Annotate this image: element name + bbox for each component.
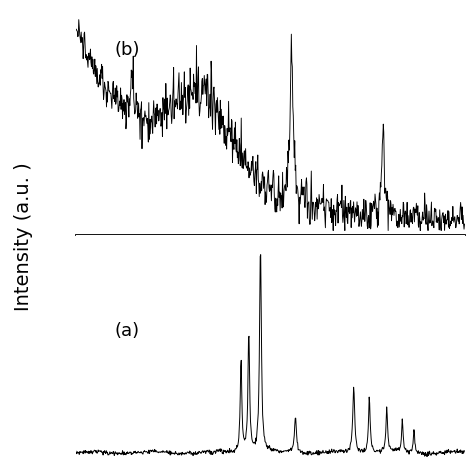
Text: (a): (a) xyxy=(115,322,140,340)
Text: (b): (b) xyxy=(115,40,140,58)
Text: Intensity (a.u. ): Intensity (a.u. ) xyxy=(14,163,33,311)
